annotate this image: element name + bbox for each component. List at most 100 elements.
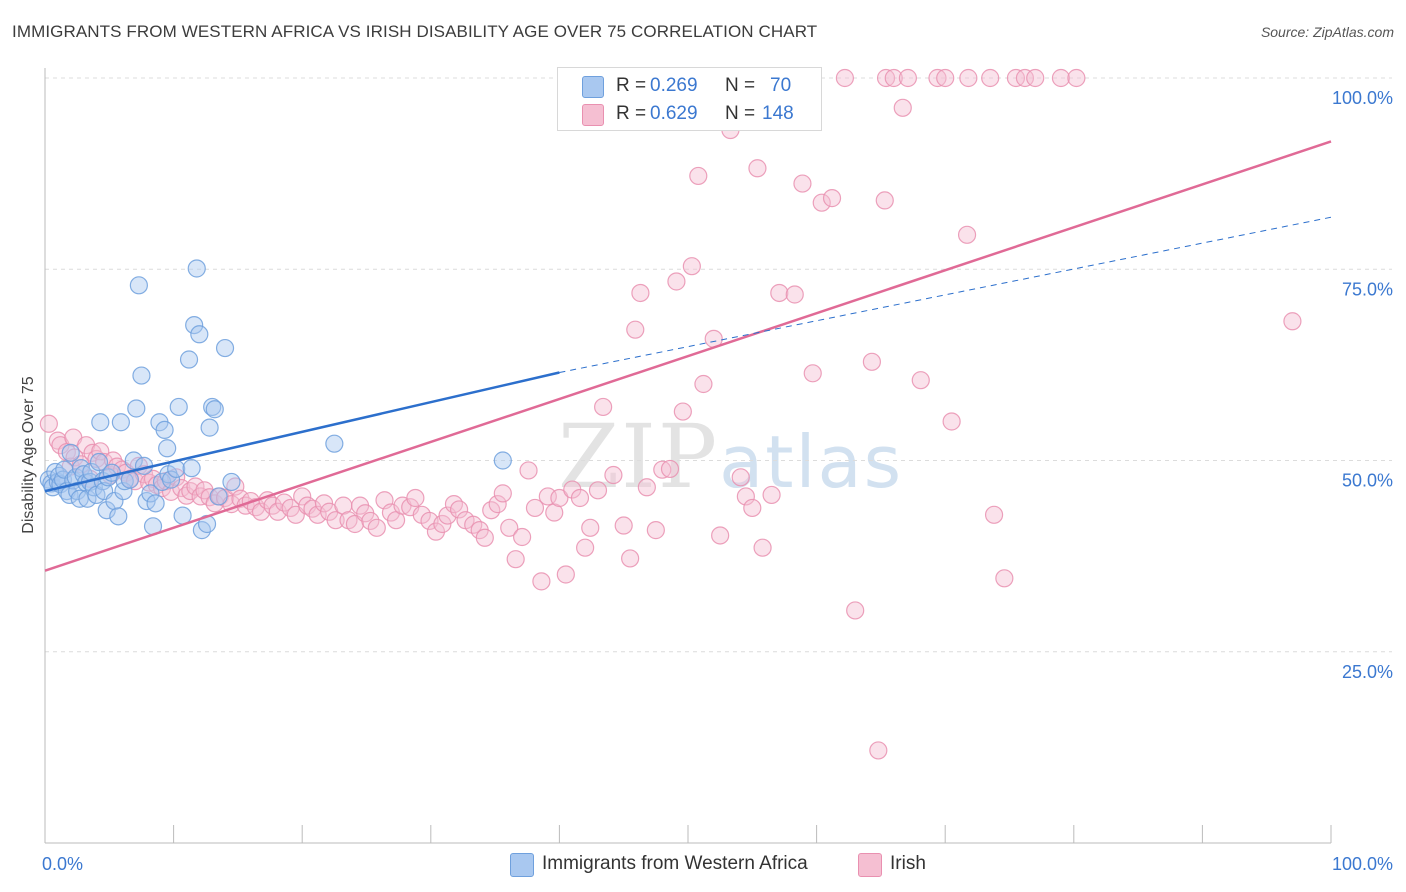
western-africa-point: [97, 501, 116, 520]
legend-swatch-western-africa: [510, 853, 534, 877]
irish-point: [876, 68, 896, 88]
y-tick-label: 50.0%: [1342, 471, 1393, 491]
western-africa-point: [200, 418, 219, 437]
western-africa-point: [155, 420, 174, 439]
western-africa-trend-extension: [559, 216, 1332, 374]
irish-point: [576, 538, 595, 557]
irish-point: [1067, 68, 1086, 88]
irish-point: [835, 68, 854, 88]
western-africa-point: [91, 413, 110, 432]
irish-point: [762, 485, 781, 505]
western-africa-point: [132, 366, 151, 385]
irish-point: [506, 550, 525, 569]
irish-point: [660, 459, 680, 479]
irish-point: [326, 511, 345, 530]
western-africa-point: [109, 507, 128, 526]
irish-point: [293, 487, 312, 506]
irish-point: [406, 488, 425, 508]
irish-point: [449, 500, 469, 519]
irish-point: [1283, 312, 1302, 331]
irish-point: [869, 741, 888, 760]
irish-point: [550, 488, 569, 508]
western-africa-point: [169, 397, 188, 417]
western-africa-point: [190, 325, 209, 344]
irish-point: [614, 516, 633, 535]
western-africa-point: [185, 315, 204, 335]
legend-r-label: R =: [616, 103, 647, 124]
legend-r-value: 0.269: [650, 75, 698, 96]
irish-point: [581, 518, 600, 537]
irish-point: [862, 352, 881, 371]
western-africa-point: [61, 443, 80, 462]
x-tick-label: 0.0%: [42, 854, 83, 874]
western-africa-point: [124, 451, 143, 470]
irish-point: [770, 283, 789, 303]
legend-swatch-western-africa: [582, 76, 604, 98]
irish-point: [39, 414, 58, 433]
irish-point: [995, 569, 1014, 588]
western-africa-point: [205, 400, 224, 419]
legend-n-label: N =: [725, 75, 756, 96]
correlation-legend: R = 0.269 N = 70 R = 0.629 N = 148: [557, 67, 822, 131]
irish-point: [875, 191, 894, 210]
irish-point: [1015, 68, 1035, 88]
irish-point: [594, 397, 613, 417]
legend-r-label: R =: [616, 75, 647, 96]
western-africa-point: [209, 487, 228, 506]
western-africa-trend-line: [44, 371, 560, 493]
legend-n-label: N =: [725, 103, 756, 124]
irish-point: [361, 511, 380, 531]
irish-point: [186, 477, 205, 496]
irish-point: [588, 481, 608, 500]
irish-point: [936, 68, 955, 88]
western-africa-point: [187, 259, 206, 278]
western-africa-point: [182, 459, 201, 478]
irish-point: [812, 193, 831, 212]
irish-point: [942, 412, 961, 431]
irish-point: [898, 68, 918, 88]
legend-label-irish: Irish: [890, 853, 926, 874]
legend-swatch-irish: [858, 853, 882, 877]
western-africa-point: [493, 451, 512, 470]
legend-n-value: 70: [770, 75, 792, 96]
irish-point: [525, 498, 545, 518]
irish-point: [785, 285, 804, 304]
irish-point: [367, 518, 386, 537]
western-africa-point: [105, 491, 124, 511]
irish-point: [444, 495, 464, 514]
irish-point: [736, 487, 755, 506]
irish-point: [689, 166, 708, 186]
irish-point: [653, 460, 672, 479]
irish-point: [438, 506, 457, 525]
source-label: Source: ZipAtlas.com: [1260, 24, 1394, 40]
chart-title: IMMIGRANTS FROM WESTERN AFRICA VS IRISH …: [12, 22, 818, 41]
irish-point: [743, 498, 762, 518]
irish-point: [682, 257, 701, 276]
western-africa-point: [146, 494, 165, 513]
irish-point: [694, 374, 713, 394]
irish-point: [1051, 68, 1071, 88]
irish-point: [981, 68, 1000, 88]
y-tick-label: 75.0%: [1342, 279, 1393, 299]
western-africa-point: [158, 439, 177, 458]
legend-label-western-africa: Immigrants from Western Africa: [542, 853, 808, 874]
legend-swatch-irish: [582, 104, 604, 126]
irish-point: [893, 98, 912, 117]
irish-point: [604, 465, 623, 485]
western-africa-point: [325, 434, 344, 453]
irish-point: [928, 68, 947, 88]
irish-point: [308, 505, 327, 524]
irish-trend-line: [44, 140, 1332, 572]
irish-point: [626, 320, 645, 339]
western-africa-point: [161, 470, 181, 489]
irish-point: [731, 468, 750, 487]
legend-n-value: 148: [762, 103, 794, 124]
irish-point: [957, 225, 977, 244]
irish-point: [538, 487, 557, 506]
irish-point: [673, 402, 692, 421]
watermark-atlas: atlas: [719, 420, 904, 504]
irish-point: [884, 68, 903, 88]
irish-point: [803, 364, 822, 383]
irish-point: [711, 526, 730, 545]
